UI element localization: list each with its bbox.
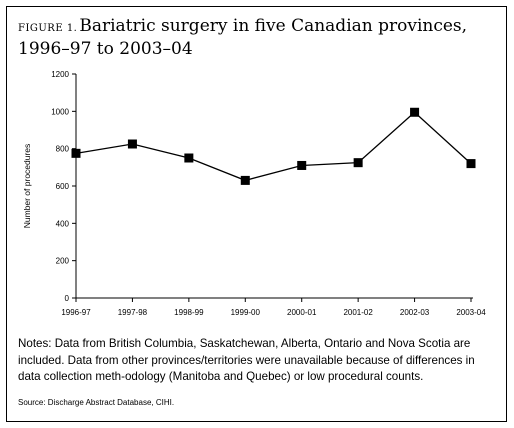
x-tick-label: 2001-02	[343, 308, 373, 317]
data-point	[71, 148, 81, 158]
y-tick-label: 0	[65, 294, 70, 303]
y-tick-label: 200	[56, 257, 70, 266]
figure-source: Source: Discharge Abstract Database, CIH…	[18, 398, 175, 407]
x-tick-label: 2002-03	[400, 308, 430, 317]
data-point	[466, 159, 476, 169]
y-tick-label: 1200	[51, 70, 69, 79]
x-tick-label: 1998-99	[174, 308, 204, 317]
x-tick-label: 1997-98	[118, 308, 148, 317]
y-axis-label: Number of procedures	[22, 144, 32, 229]
chart-marks	[71, 107, 476, 185]
data-point	[353, 158, 363, 168]
y-tick-label: 1000	[51, 107, 69, 116]
series-line	[75, 111, 472, 182]
figure-title-text: Bariatric surgery in five Canadian provi…	[18, 16, 468, 59]
x-tick-label: 2003-04	[456, 308, 486, 317]
line-chart: 0 200 400 600 800 1000 1200 1996-97 1997-98 1998-…	[22, 70, 486, 317]
data-point	[127, 139, 137, 149]
y-tick-label: 800	[56, 145, 70, 154]
x-tick-label: 1996-97	[61, 308, 91, 317]
y-tick-label: 400	[56, 219, 70, 228]
data-point	[297, 160, 307, 170]
data-point	[184, 153, 194, 163]
figure-frame	[6, 6, 507, 422]
data-point	[410, 107, 420, 117]
figure-label: FIGURE 1.	[18, 23, 78, 34]
y-tick-label: 600	[56, 182, 70, 191]
x-tick-label: 2000-01	[287, 308, 317, 317]
figure-notes: Notes: Data from British Columbia, Saska…	[18, 337, 475, 383]
figure-title: FIGURE 1. Bariatric surgery in five Canad…	[18, 16, 488, 60]
x-tick-label: 1999-00	[231, 308, 261, 317]
chart-axes: 0 200 400 600 800 1000 1200 1996-97 1997-98 1998-…	[22, 70, 486, 317]
data-point	[240, 175, 250, 185]
